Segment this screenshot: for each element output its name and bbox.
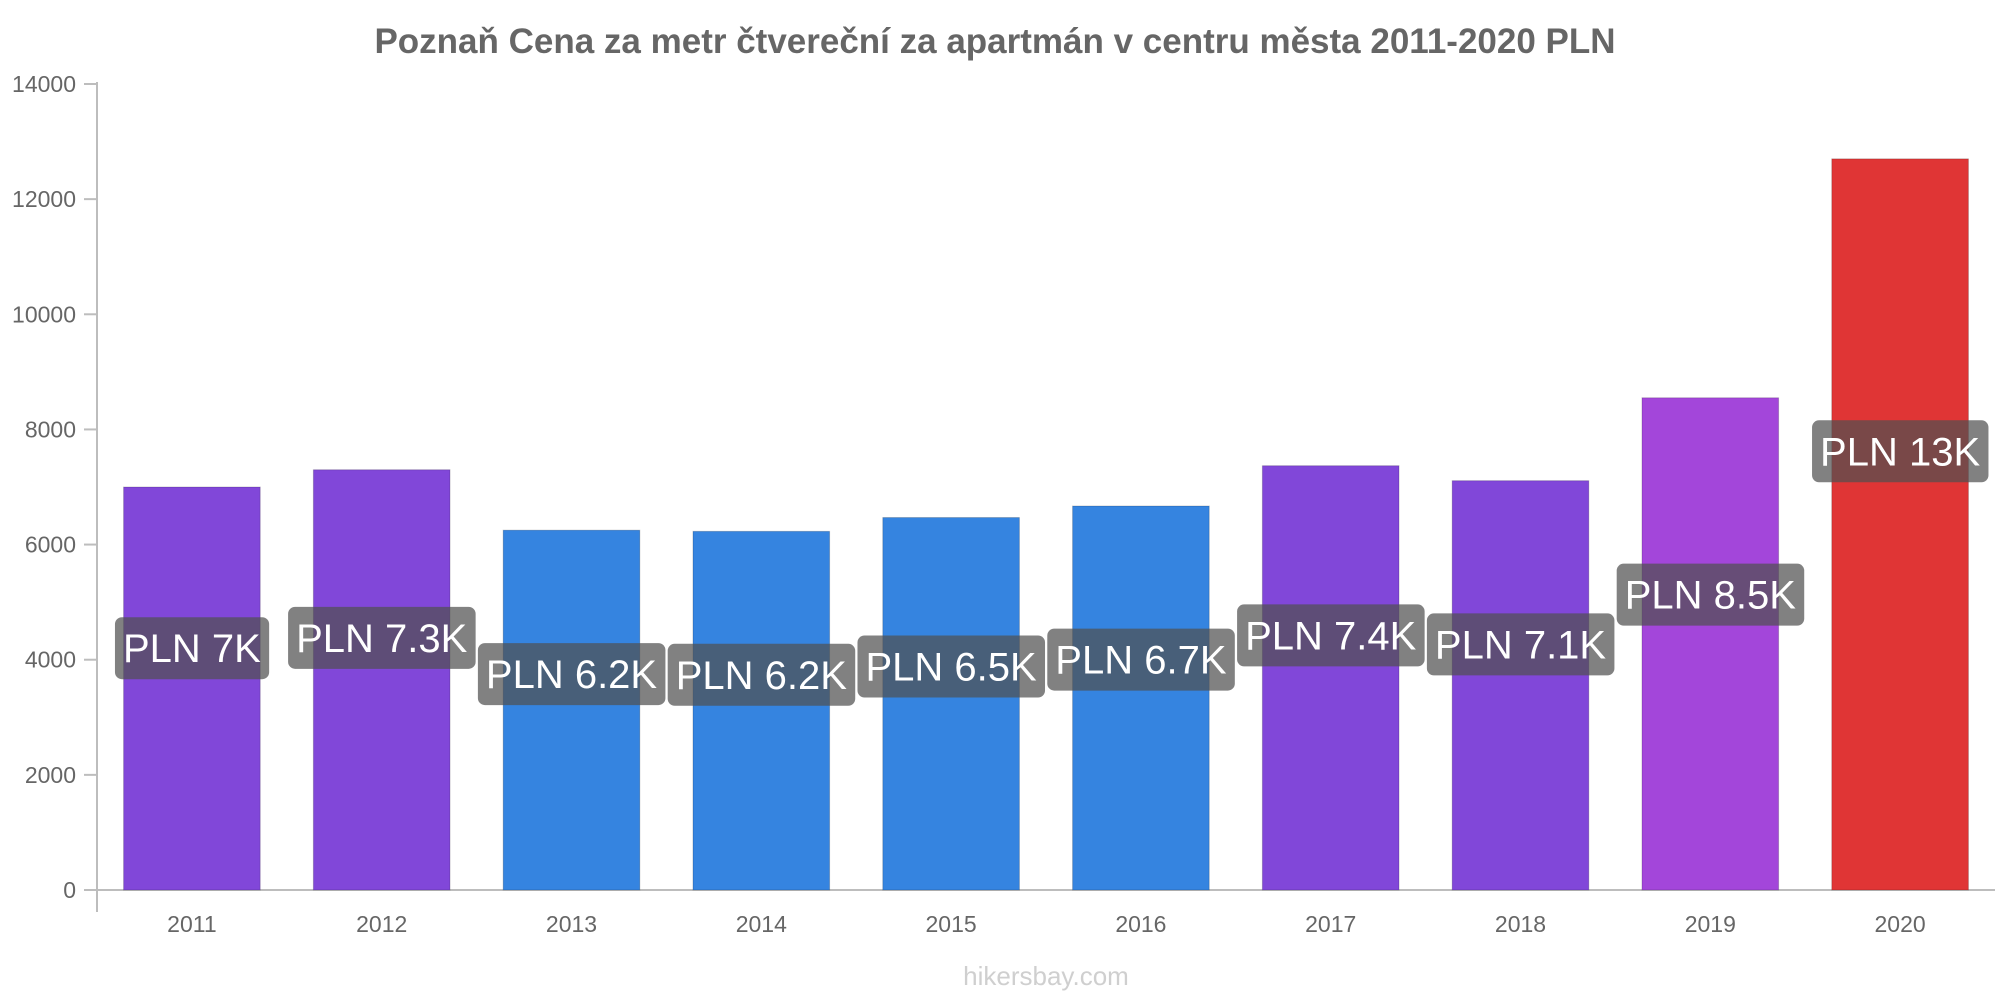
data-label-box (1812, 420, 1989, 483)
bar-2016 (1072, 505, 1210, 891)
data-label: PLN 7.4K (1237, 604, 1425, 667)
data-label-text: PLN 7.1K (1435, 623, 1607, 667)
y-tick-label: 0 (63, 877, 76, 903)
data-label-text: PLN 6.2K (486, 653, 658, 697)
data-label: PLN 8.5K (1616, 563, 1805, 626)
watermark-text: hikersbay.com (963, 961, 1129, 991)
x-axis-ticks: 2011 2012 2013 2014 2015 2016 2017 2018 2019 2020 (167, 911, 1926, 937)
data-label-text: PLN 13K (1820, 430, 1980, 474)
bar-2013 (502, 529, 641, 891)
data-label: PLN 7.1K (1426, 613, 1615, 676)
data-label: PLN 7K (114, 617, 270, 680)
y-tick-label: 6000 (25, 532, 76, 558)
data-label: PLN 7.3K (288, 606, 476, 669)
x-tick-label: 2011 (167, 911, 216, 937)
data-label-text: PLN 7K (123, 627, 261, 671)
data-label: PLN 6.2K (667, 643, 856, 706)
bar-2012 (312, 469, 451, 891)
x-tick-label: 2019 (1685, 911, 1736, 937)
data-label-text: PLN 6.5K (865, 646, 1037, 690)
data-label-text: PLN 6.7K (1055, 639, 1227, 683)
x-tick-label: 2017 (1305, 911, 1356, 937)
data-labels: PLN 7K PLN 7.3K PLN 6.2K PLN 6.2K PLN 6.5K PL… (114, 420, 1989, 706)
x-tick-label: 2013 (546, 911, 597, 937)
data-label-text: PLN 6.2K (676, 654, 848, 698)
bar-2011 (123, 486, 261, 891)
data-label-box (288, 606, 476, 669)
data-label-text: PLN 7.3K (296, 617, 468, 661)
data-label: PLN 6.7K (1047, 628, 1235, 691)
data-label: PLN 6.5K (857, 635, 1046, 698)
data-label-text: PLN 8.5K (1625, 574, 1797, 618)
data-label-box (1047, 628, 1235, 691)
x-tick-label: 2020 (1875, 911, 1926, 937)
chart-title: Poznaň Cena za metr čtvereční za apartmá… (374, 22, 1615, 61)
y-tick-label: 10000 (12, 301, 76, 327)
x-tick-label: 2016 (1115, 911, 1166, 937)
data-label-box (667, 643, 856, 706)
data-label: PLN 13K (1812, 420, 1989, 483)
y-tick-label: 12000 (12, 186, 76, 212)
data-label-box (1237, 604, 1425, 667)
data-label-box (1616, 563, 1805, 626)
bar-2017 (1261, 465, 1400, 891)
bar-2014 (692, 530, 831, 891)
y-tick-label: 8000 (25, 416, 76, 442)
bar-2018 (1451, 480, 1590, 891)
data-label-text: PLN 7.4K (1245, 614, 1417, 658)
x-tick-label: 2015 (926, 911, 977, 937)
data-label: PLN 6.2K (477, 643, 666, 706)
y-axis-ticks: 0 2000 4000 6000 8000 10000 12000 14000 (12, 71, 97, 903)
data-label-box (477, 643, 666, 706)
x-tick-label: 2012 (356, 911, 407, 937)
bar-2020 (1831, 158, 1969, 891)
data-label-box (857, 635, 1046, 698)
y-tick-label: 4000 (25, 647, 76, 673)
bar-2015 (882, 517, 1020, 891)
data-label-box (114, 617, 270, 680)
data-label-box (1426, 613, 1615, 676)
y-tick-label: 2000 (25, 762, 76, 788)
bar-series (123, 158, 1969, 891)
y-tick-label: 14000 (12, 71, 76, 97)
x-tick-label: 2018 (1495, 911, 1546, 937)
x-tick-label: 2014 (736, 911, 787, 937)
bar-2019 (1641, 397, 1780, 891)
